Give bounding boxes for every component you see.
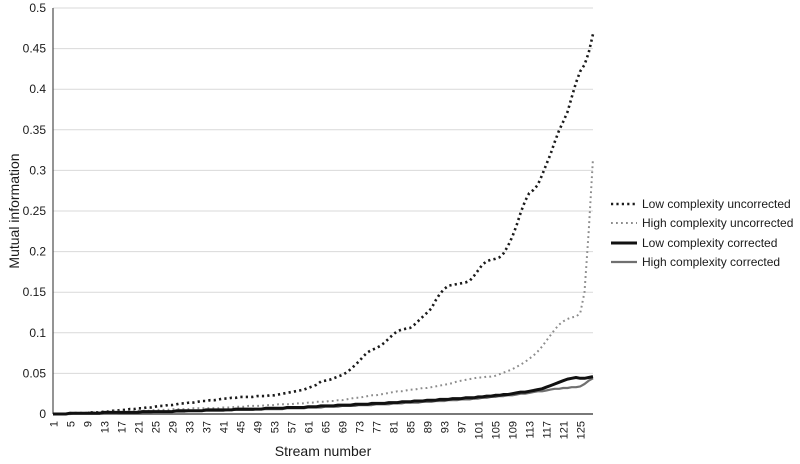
x-tick-label: 13 xyxy=(100,421,112,433)
y-tick-label: 0.2 xyxy=(29,245,46,259)
x-tick-label: 41 xyxy=(219,421,231,433)
y-tick-label: 0 xyxy=(39,407,46,421)
legend-label: Low complexity corrected xyxy=(642,235,778,250)
y-tick-label: 0.1 xyxy=(29,326,46,340)
x-tick-label: 1 xyxy=(49,421,61,427)
y-tick-label: 0.35 xyxy=(23,123,47,137)
x-tick-label: 25 xyxy=(151,421,163,433)
x-tick-label: 109 xyxy=(508,421,520,439)
x-tick-label: 9 xyxy=(83,421,95,427)
x-tick-label: 49 xyxy=(253,421,265,433)
x-tick-label: 5 xyxy=(66,421,78,427)
x-tick-label: 17 xyxy=(117,421,129,433)
legend-dotted-line-icon xyxy=(611,222,637,225)
y-tick-label: 0.15 xyxy=(23,285,47,299)
x-tick-label: 21 xyxy=(134,421,146,433)
x-tick-label: 65 xyxy=(321,421,333,433)
legend-solid-line-icon xyxy=(611,241,637,245)
x-tick-label: 89 xyxy=(423,421,435,433)
x-tick-label: 117 xyxy=(542,421,554,439)
x-tick-label: 85 xyxy=(406,421,418,433)
y-tick-label: 0.05 xyxy=(23,366,47,380)
x-tick-label: 121 xyxy=(559,421,571,439)
legend-item-high-complexity-corrected: High complexity corrected xyxy=(611,253,793,273)
legend: Low complexity uncorrected High complexit… xyxy=(611,194,793,272)
y-tick-label: 0.25 xyxy=(23,204,47,218)
x-tick-label: 73 xyxy=(355,421,367,433)
x-tick-label: 81 xyxy=(389,421,401,433)
x-axis-title: Stream number xyxy=(274,443,372,459)
x-tick-label: 33 xyxy=(185,421,197,433)
legend-label: High complexity corrected xyxy=(642,255,781,270)
y-tick-label: 0.5 xyxy=(29,1,46,15)
legend-dotted-line-icon xyxy=(611,202,637,206)
x-tick-label: 93 xyxy=(440,421,452,433)
series-line-high-complexity-uncorrected xyxy=(53,158,594,415)
x-tick-label: 77 xyxy=(372,421,384,433)
legend-item-low-complexity-corrected: Low complexity corrected xyxy=(611,233,793,253)
x-tick-label: 101 xyxy=(474,421,486,439)
y-tick-label: 0.45 xyxy=(23,42,47,56)
y-axis-title: Mutual information xyxy=(6,153,22,269)
legend-item-high-complexity-uncorrected: High complexity uncorrected xyxy=(611,214,793,234)
x-tick-label: 113 xyxy=(525,421,537,439)
series-line-low-complexity-corrected xyxy=(53,375,594,416)
legend-label: High complexity uncorrected xyxy=(642,216,794,231)
x-tick-label: 57 xyxy=(287,421,299,433)
x-tick-label: 61 xyxy=(304,421,316,433)
x-tick-label: 53 xyxy=(270,421,282,433)
x-tick-label: 29 xyxy=(168,421,180,433)
legend-item-low-complexity-uncorrected: Low complexity uncorrected xyxy=(611,194,793,214)
y-tick-label: 0.3 xyxy=(29,163,46,177)
legend-label: Low complexity uncorrected xyxy=(642,196,791,211)
x-tick-label: 37 xyxy=(202,421,214,433)
series-line-low-complexity-uncorrected xyxy=(53,33,595,416)
legend-solid-line-icon xyxy=(611,261,637,264)
y-tick-label: 0.4 xyxy=(29,82,46,96)
x-tick-label: 97 xyxy=(457,421,469,433)
x-tick-label: 125 xyxy=(576,421,588,439)
x-tick-label: 45 xyxy=(236,421,248,433)
x-tick-label: 69 xyxy=(338,421,350,433)
x-tick-label: 105 xyxy=(491,421,503,439)
